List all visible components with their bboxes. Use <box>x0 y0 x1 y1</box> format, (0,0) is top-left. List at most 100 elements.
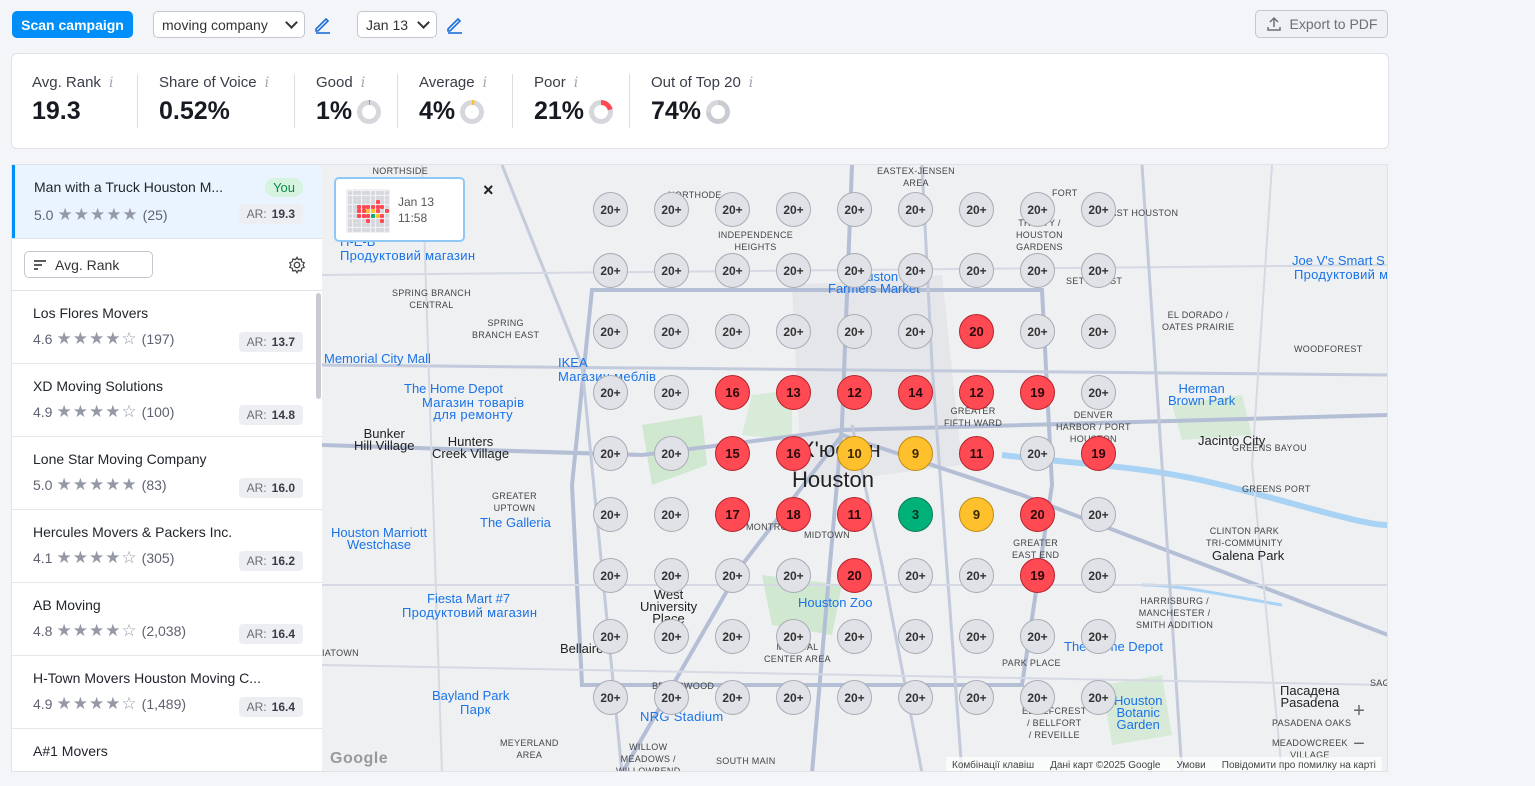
rank-pin[interactable]: 19 <box>1081 436 1116 471</box>
rank-pin[interactable]: 20+ <box>1081 497 1116 532</box>
close-icon[interactable]: × <box>483 180 494 200</box>
rank-pin[interactable]: 20+ <box>776 680 811 715</box>
rank-pin[interactable]: 20+ <box>1020 619 1055 654</box>
rank-pin[interactable]: 20+ <box>1020 436 1055 471</box>
rank-pin[interactable]: 20+ <box>1081 375 1116 410</box>
competitor-row[interactable]: Lone Star Moving Company 5.0 ★★★★★ (83) AR: 1… <box>12 437 322 510</box>
rank-pin[interactable]: 20+ <box>654 558 689 593</box>
rank-pin[interactable]: 20+ <box>837 192 872 227</box>
rank-pin[interactable]: 20+ <box>776 558 811 593</box>
rank-pin[interactable]: 20+ <box>654 375 689 410</box>
rank-pin[interactable]: 20+ <box>715 619 750 654</box>
rank-pin[interactable]: 20+ <box>715 314 750 349</box>
edit-date-icon[interactable] <box>445 14 465 34</box>
rank-pin[interactable]: 20+ <box>1020 192 1055 227</box>
rank-pin[interactable]: 20+ <box>959 558 994 593</box>
competitor-row[interactable]: XD Moving Solutions 4.9 ★★★★☆ (100) AR: 14.8 <box>12 364 322 437</box>
rank-pin[interactable]: 9 <box>898 436 933 471</box>
rank-pin[interactable]: 20+ <box>593 314 628 349</box>
rank-pin[interactable]: 20+ <box>898 253 933 288</box>
rank-pin[interactable]: 20+ <box>837 680 872 715</box>
rank-pin[interactable]: 20+ <box>837 253 872 288</box>
zoom-in-button[interactable]: + <box>1353 700 1365 722</box>
rank-pin[interactable]: 20+ <box>898 558 933 593</box>
rank-pin[interactable]: 20+ <box>898 619 933 654</box>
rank-pin[interactable]: 20+ <box>593 680 628 715</box>
rank-pin[interactable]: 20+ <box>898 314 933 349</box>
export-pdf-button[interactable]: Export to PDF <box>1255 10 1388 38</box>
rank-pin[interactable]: 20+ <box>776 253 811 288</box>
rank-pin[interactable]: 20+ <box>776 619 811 654</box>
rank-pin[interactable]: 11 <box>959 436 994 471</box>
info-icon[interactable]: i <box>108 74 114 91</box>
scan-campaign-button[interactable]: Scan campaign <box>12 11 133 38</box>
your-business-card[interactable]: Man with a Truck Houston M... You 5.0 ★★… <box>12 165 322 238</box>
rank-pin[interactable]: 20+ <box>898 192 933 227</box>
rank-pin[interactable]: 20+ <box>715 558 750 593</box>
competitor-row[interactable]: A#1 Movers <box>12 729 322 771</box>
gear-icon[interactable] <box>288 256 306 274</box>
rank-pin[interactable]: 20+ <box>1081 192 1116 227</box>
rank-pin[interactable]: 20+ <box>715 253 750 288</box>
rank-pin[interactable]: 20 <box>959 314 994 349</box>
rank-pin[interactable]: 20+ <box>654 192 689 227</box>
info-icon[interactable]: i <box>482 74 488 91</box>
rank-pin[interactable]: 16 <box>715 375 750 410</box>
rank-pin[interactable]: 20+ <box>837 619 872 654</box>
rank-pin[interactable]: 20+ <box>898 680 933 715</box>
rank-pin[interactable]: 11 <box>837 497 872 532</box>
info-icon[interactable]: i <box>748 74 754 91</box>
rank-pin[interactable]: 18 <box>776 497 811 532</box>
rank-pin[interactable]: 17 <box>715 497 750 532</box>
competitor-row[interactable]: Los Flores Movers 4.6 ★★★★☆ (197) AR: 13.7 <box>12 291 322 364</box>
rank-pin[interactable]: 20+ <box>1020 314 1055 349</box>
rank-pin[interactable]: 3 <box>898 497 933 532</box>
rank-pin[interactable]: 20+ <box>593 619 628 654</box>
competitor-row[interactable]: Hercules Movers & Packers Inc. 4.1 ★★★★☆ (3… <box>12 510 322 583</box>
edit-keyword-icon[interactable] <box>313 14 333 34</box>
rank-pin[interactable]: 20+ <box>715 680 750 715</box>
rank-pin[interactable]: 20+ <box>1081 558 1116 593</box>
rank-pin[interactable]: 20+ <box>959 680 994 715</box>
rank-pin[interactable]: 20+ <box>1081 314 1116 349</box>
rank-pin[interactable]: 20+ <box>593 253 628 288</box>
rank-pin[interactable]: 12 <box>837 375 872 410</box>
rank-pin[interactable]: 19 <box>1020 375 1055 410</box>
rank-pin[interactable]: 10 <box>837 436 872 471</box>
rank-pin[interactable]: 12 <box>959 375 994 410</box>
competitor-row[interactable]: AB Moving 4.8 ★★★★☆ (2,038) AR: 16.4 <box>12 583 322 656</box>
rank-pin[interactable]: 14 <box>898 375 933 410</box>
info-icon[interactable]: i <box>264 74 270 91</box>
snapshot-card[interactable]: Jan 13 11:58 <box>334 177 465 242</box>
rank-pin[interactable]: 19 <box>1020 558 1055 593</box>
rank-pin[interactable]: 20+ <box>593 497 628 532</box>
report-error-link[interactable]: Повідомити про помилку на карті <box>1221 759 1376 771</box>
rank-pin[interactable]: 20+ <box>593 558 628 593</box>
rank-pin[interactable]: 15 <box>715 436 750 471</box>
rank-pin[interactable]: 20+ <box>654 253 689 288</box>
keyword-select[interactable]: moving company <box>153 11 305 38</box>
rank-pin[interactable]: 20+ <box>959 619 994 654</box>
rank-pin[interactable]: 13 <box>776 375 811 410</box>
rank-pin[interactable]: 20+ <box>1081 619 1116 654</box>
rank-pin[interactable]: 20+ <box>654 314 689 349</box>
date-select[interactable]: Jan 13 <box>357 11 437 38</box>
rank-pin[interactable]: 20+ <box>776 192 811 227</box>
sort-select[interactable]: Avg. Rank <box>24 251 153 278</box>
rank-pin[interactable]: 20+ <box>776 314 811 349</box>
rank-pin[interactable]: 20+ <box>654 497 689 532</box>
map-view[interactable]: Х'юстонHoustonBunker Hill VillageHunters… <box>322 164 1388 772</box>
keyboard-shortcuts-link[interactable]: Комбінації клавіш <box>952 759 1035 771</box>
scrollbar[interactable] <box>316 293 321 399</box>
competitor-row[interactable]: H-Town Movers Houston Moving C... 4.9 ★★★★… <box>12 656 322 729</box>
rank-pin[interactable]: 20+ <box>1020 253 1055 288</box>
rank-pin[interactable]: 9 <box>959 497 994 532</box>
rank-pin[interactable]: 20+ <box>959 192 994 227</box>
rank-pin[interactable]: 20+ <box>715 192 750 227</box>
rank-pin[interactable]: 20 <box>837 558 872 593</box>
rank-pin[interactable]: 20+ <box>654 680 689 715</box>
rank-pin[interactable]: 20+ <box>1081 680 1116 715</box>
rank-pin[interactable]: 20+ <box>593 436 628 471</box>
rank-pin[interactable]: 20+ <box>959 253 994 288</box>
info-icon[interactable]: i <box>573 74 579 91</box>
